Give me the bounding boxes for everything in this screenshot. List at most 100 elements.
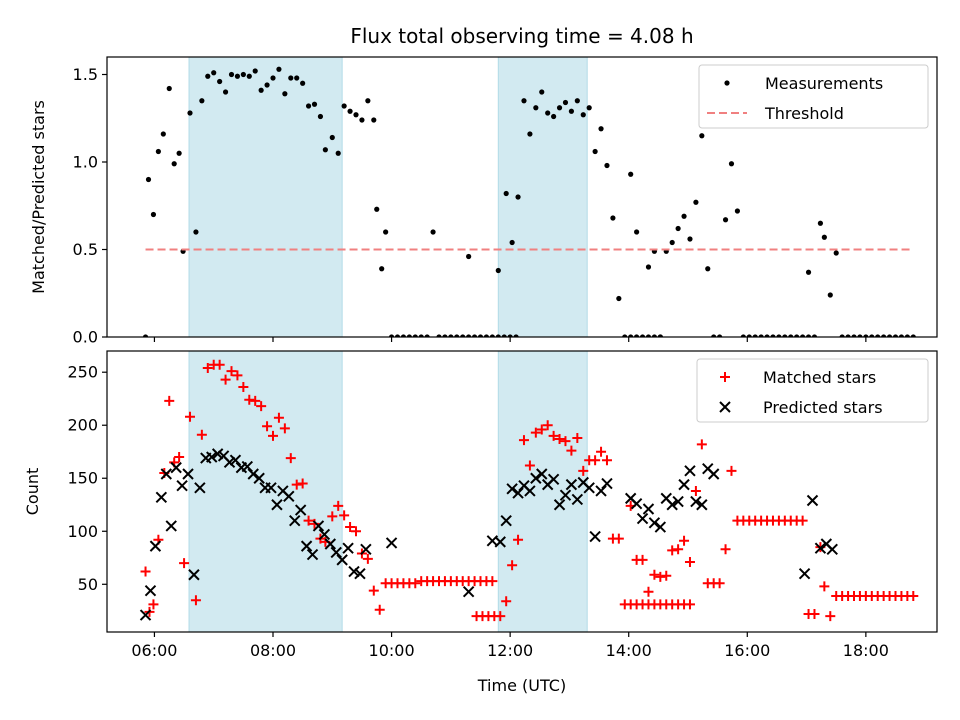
measurements-point bbox=[270, 75, 276, 81]
measurements-point bbox=[477, 334, 484, 337]
predicted-stars-point bbox=[798, 567, 811, 580]
predicted-stars-point bbox=[385, 537, 398, 549]
matched-stars-point bbox=[262, 421, 273, 432]
measurements-point bbox=[628, 171, 634, 177]
predicted-stars-point bbox=[530, 472, 542, 484]
measurements-point bbox=[322, 147, 328, 153]
matched-stars-point bbox=[566, 445, 577, 456]
measurements-point bbox=[675, 225, 681, 232]
predicted-stars-point bbox=[696, 499, 708, 511]
predicted-stars-point bbox=[247, 468, 259, 480]
predicted-stars-point bbox=[318, 528, 331, 541]
predicted-stars-point bbox=[342, 542, 354, 554]
measurements-point bbox=[341, 103, 347, 109]
measurements-point bbox=[503, 190, 509, 197]
predicted-stars-point bbox=[571, 493, 584, 506]
legend-label-predicted-stars: Predicted stars bbox=[763, 398, 883, 417]
legend-box bbox=[696, 358, 929, 423]
measurements-point bbox=[776, 334, 782, 337]
predicted-stars-point bbox=[330, 546, 342, 559]
measurements-point bbox=[193, 229, 199, 235]
y-tick-label: 0.0 bbox=[73, 328, 98, 347]
predicted-stars-point bbox=[601, 477, 613, 490]
y-tick-label: 50 bbox=[78, 575, 98, 594]
measurements-point bbox=[264, 82, 270, 88]
measurements-point bbox=[359, 117, 365, 123]
legend-box bbox=[698, 64, 929, 129]
measurements-point bbox=[657, 334, 663, 337]
measurements-point bbox=[728, 161, 735, 167]
measurements-point bbox=[142, 334, 149, 337]
measurements-point bbox=[155, 148, 161, 155]
matched-stars-point bbox=[256, 401, 267, 412]
measurements-point bbox=[388, 334, 395, 337]
matched-stars-point bbox=[487, 576, 498, 587]
y-tick-label: 150 bbox=[67, 469, 98, 488]
measurements-point bbox=[379, 266, 385, 272]
observing-window-2 bbox=[497, 57, 588, 337]
matched-stars-point bbox=[554, 434, 565, 445]
measurements-point bbox=[634, 334, 640, 337]
predicted-stars-point bbox=[654, 521, 667, 533]
predicted-stars-point bbox=[294, 504, 307, 516]
y-tick-label: 200 bbox=[67, 416, 98, 435]
legend-label-measurements: Measurements bbox=[765, 74, 883, 93]
measurements-point bbox=[300, 80, 306, 86]
predicted-stars-point bbox=[283, 490, 295, 502]
measurements-point bbox=[610, 215, 616, 221]
predicted-stars-point bbox=[494, 536, 506, 548]
matched-stars-point bbox=[655, 571, 666, 582]
measurements-point bbox=[347, 108, 353, 114]
y-tick-label: 1.5 bbox=[73, 65, 98, 84]
matched-stars-point bbox=[696, 439, 707, 450]
legend-marker-matched-stars bbox=[720, 372, 730, 382]
chart-title: Flux total observing time = 4.08 h bbox=[350, 24, 693, 48]
measurements-point bbox=[187, 110, 193, 116]
measurements-point bbox=[892, 334, 899, 337]
matched-stars-point bbox=[291, 479, 302, 490]
matched-stars-point bbox=[202, 362, 213, 373]
predicted-stars-point bbox=[630, 497, 643, 510]
measurements-point bbox=[645, 264, 652, 270]
predicted-stars-point bbox=[360, 543, 372, 555]
measurements-point bbox=[454, 334, 460, 337]
measurements-point bbox=[752, 334, 758, 337]
measurements-point bbox=[574, 98, 580, 104]
measurements-point bbox=[580, 112, 586, 118]
measurements-point bbox=[489, 334, 495, 337]
measurements-point bbox=[400, 334, 407, 337]
measurements-point bbox=[228, 71, 235, 78]
matched-stars-point bbox=[637, 554, 648, 565]
predicted-stars-point bbox=[553, 499, 566, 511]
measurements-point bbox=[317, 113, 324, 120]
matched-stars-point bbox=[250, 395, 261, 406]
measurements-point bbox=[495, 267, 501, 274]
y-axis-label: Matched/Predicted stars bbox=[29, 100, 48, 294]
measurements-point bbox=[199, 98, 205, 104]
matched-stars-point bbox=[819, 581, 830, 592]
matched-stars-point bbox=[232, 370, 243, 381]
matched-stars-point bbox=[185, 411, 195, 422]
predicted-stars-point bbox=[300, 540, 313, 552]
matched-stars-point bbox=[339, 510, 350, 521]
measurements-point bbox=[598, 126, 604, 132]
measurements-point bbox=[764, 334, 770, 337]
measurements-point bbox=[616, 295, 622, 302]
predicted-stars-point bbox=[462, 585, 475, 598]
measurements-point bbox=[634, 229, 640, 235]
measurements-point bbox=[394, 334, 401, 337]
y-axis-label: Count bbox=[23, 468, 42, 516]
matched-stars-point bbox=[908, 590, 919, 601]
measurements-point bbox=[282, 91, 288, 97]
matched-stars-point bbox=[244, 394, 255, 405]
x-axis-label: Time (UTC) bbox=[477, 676, 566, 695]
predicted-stars-point bbox=[139, 609, 152, 621]
predicted-stars-point bbox=[648, 517, 661, 529]
panel-2: 50 100 150 200 250 06:00 08:00 10:00 12:00 14:00 1… bbox=[23, 350, 938, 660]
measurements-point bbox=[466, 253, 472, 260]
matched-stars-point bbox=[673, 544, 684, 555]
predicted-stars-point bbox=[690, 495, 702, 508]
matched-stars-point bbox=[530, 427, 541, 438]
measurements-point bbox=[805, 334, 812, 337]
